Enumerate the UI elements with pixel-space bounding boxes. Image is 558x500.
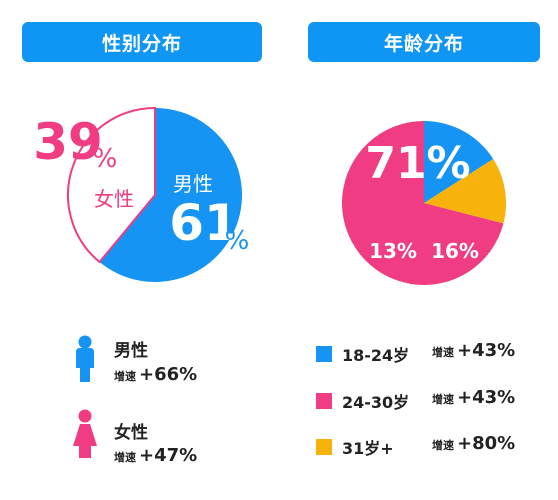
growth-value: +66% [139,364,198,385]
legend-swatch [316,346,332,362]
age-pie [341,121,507,285]
slice-value-male: 61 [169,194,239,252]
growth-word: 增速 [432,393,454,406]
growth-value: +80% [457,433,516,454]
legend-label: 24-30岁 [342,393,410,412]
pie-slice-24-30 [341,121,504,285]
slice-value-18-24: 16% [431,239,479,263]
pie-slice-18-24 [424,121,494,203]
legend-label: 18-24岁 [342,346,410,365]
growth-word: 增速 [114,451,136,464]
pie-slice-31plus [424,159,507,224]
slice-label-female: 女性 [94,187,134,211]
legend-male-growth: 增速 +66% [114,364,197,385]
pie-slice-male [99,108,243,282]
growth-value: +43% [457,387,516,408]
growth-value: +43% [457,340,516,361]
growth-value: +47% [139,445,198,466]
male-person-icon [76,335,94,382]
growth-word: 增速 [432,439,454,452]
age-chart-title: 年龄分布 [308,22,540,62]
growth-word: 增速 [114,370,136,383]
legend-male-label: 男性 [114,341,148,361]
slice-value-24-30: 71% [365,138,470,189]
legend-swatch [316,439,332,455]
legend-swatch [316,393,332,409]
legend-growth-31plus: 增速 +80% [432,433,515,454]
legend-growth-24-30: 增速 +43% [432,387,515,408]
legend-growth-18-24: 增速 +43% [432,340,515,361]
legend-label: 31岁+ [342,439,394,458]
slice-value-31plus: 13% [369,239,417,263]
legend-row-24-30: 24-30岁 [316,391,410,412]
pie-slice-female [67,106,156,264]
legend-female-label: 女性 [114,423,148,443]
gender-chart-title: 性别分布 [22,22,262,62]
legend-row-31plus: 31岁+ [316,437,394,458]
gender-pie [67,106,243,282]
legend-row-18-24: 18-24岁 [316,344,410,365]
growth-word: 增速 [432,346,454,359]
slice-unit-male: % [225,226,250,256]
slice-label-male: 男性 [173,172,213,196]
female-person-icon [73,409,97,458]
slice-value-female: 39 [33,113,103,171]
legend-female-growth: 增速 +47% [114,445,197,466]
slice-unit-female: % [93,144,118,174]
